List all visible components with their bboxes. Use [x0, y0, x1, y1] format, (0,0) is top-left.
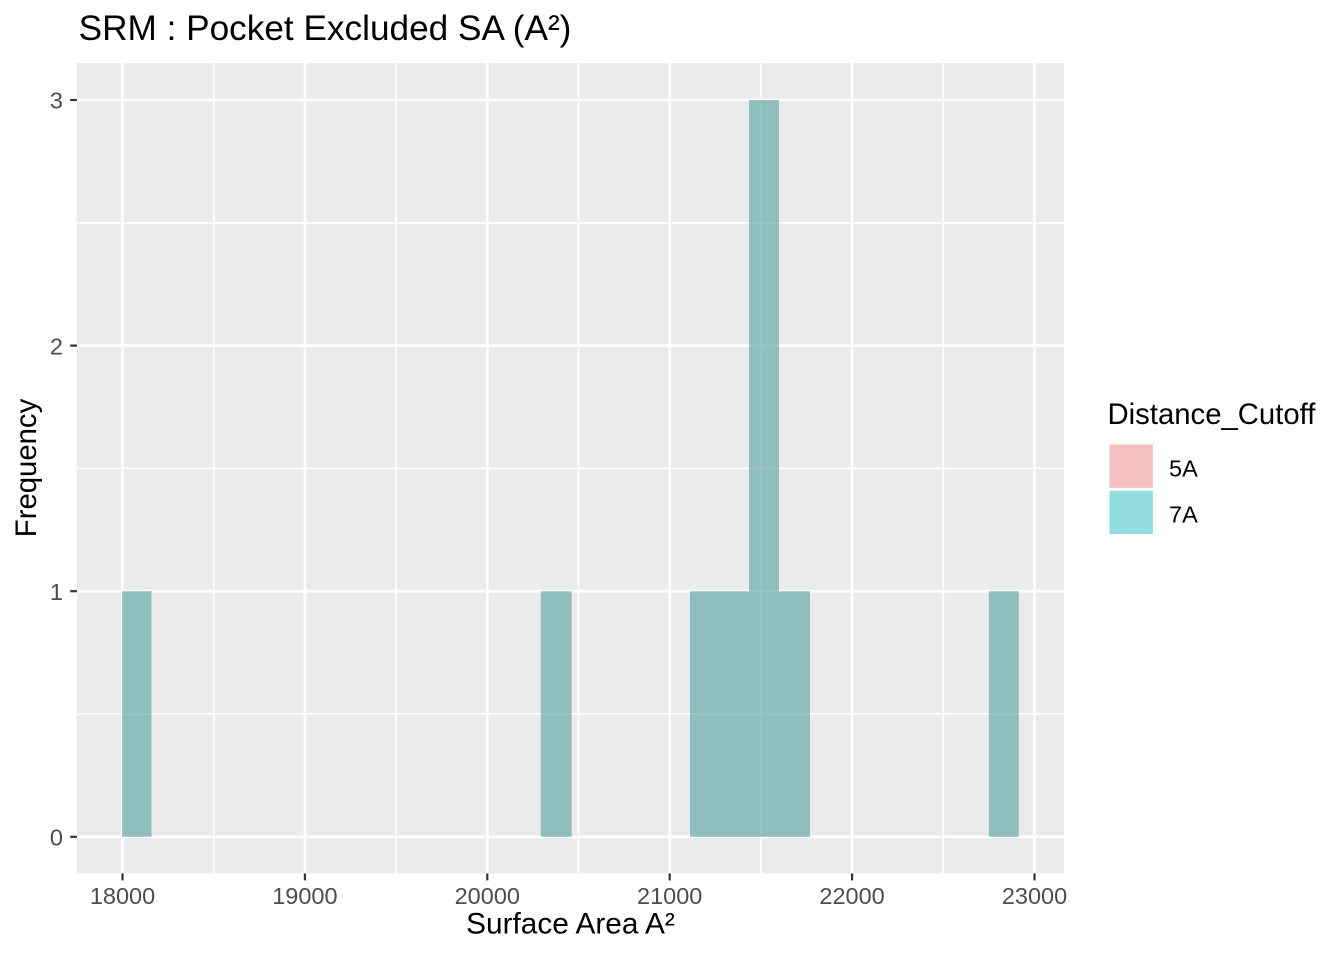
svg-text:1: 1: [50, 579, 63, 605]
svg-text:0: 0: [50, 825, 63, 851]
svg-text:5A: 5A: [1169, 456, 1198, 482]
svg-text:Surface Area A²: Surface Area A²: [466, 908, 675, 941]
svg-text:20000: 20000: [455, 883, 520, 909]
svg-text:7A: 7A: [1169, 502, 1198, 528]
svg-text:18000: 18000: [90, 883, 155, 909]
svg-text:Frequency: Frequency: [10, 398, 43, 537]
svg-text:21000: 21000: [637, 883, 702, 909]
svg-text:2: 2: [50, 333, 63, 359]
svg-text:19000: 19000: [272, 883, 337, 909]
svg-text:3: 3: [50, 88, 63, 114]
svg-text:Distance_Cutoff: Distance_Cutoff: [1108, 398, 1317, 431]
svg-text:22000: 22000: [819, 883, 884, 909]
svg-text:23000: 23000: [1002, 883, 1067, 909]
svg-text:SRM : Pocket Excluded SA (A²): SRM : Pocket Excluded SA (A²): [79, 9, 572, 48]
